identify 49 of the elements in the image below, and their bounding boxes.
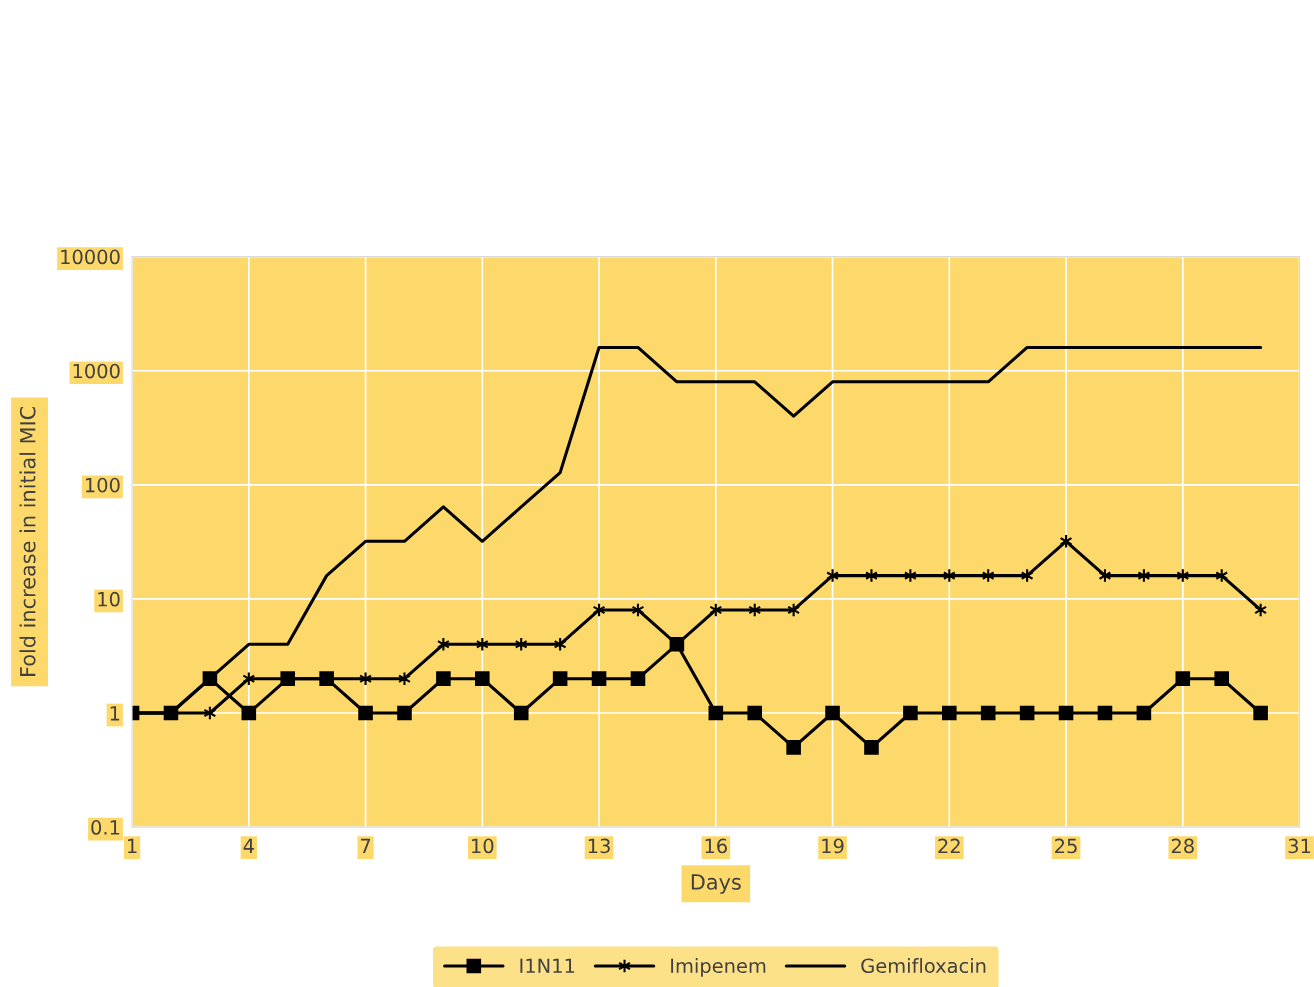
- legend-label: Gemifloxacin: [861, 958, 986, 974]
- x-tick-label: 22: [938, 838, 960, 853]
- point: [397, 705, 412, 721]
- point: [980, 705, 996, 721]
- x-tick-label: 19: [822, 838, 844, 854]
- y-axis-title: Fold increase in initial MIC: [19, 406, 36, 676]
- y-tick-label: 100: [85, 477, 120, 493]
- x-tick-label: 10: [472, 838, 494, 854]
- y-tick-label: 1: [110, 706, 120, 721]
- point: [358, 705, 373, 721]
- point: [708, 705, 724, 721]
- point: [1175, 671, 1191, 686]
- point: [475, 671, 490, 686]
- x-tick-label: 16: [705, 838, 727, 854]
- x-tick-label: 4: [243, 838, 254, 853]
- legend-label: Imipenem: [671, 958, 766, 977]
- y-tick-label: 1000: [73, 363, 120, 379]
- x-tick-label: 31: [1288, 838, 1311, 854]
- point: [436, 637, 450, 652]
- point: [864, 740, 879, 755]
- x-tick-label: 13: [588, 838, 610, 854]
- point: [1214, 671, 1229, 686]
- x-axis-title: Days: [691, 874, 741, 894]
- point: [1058, 705, 1074, 721]
- point: [398, 671, 411, 686]
- y-tick-label: 10000: [61, 249, 120, 265]
- legend-label: I1N11: [520, 958, 575, 973]
- x-tick-label: 1: [128, 838, 137, 853]
- point: [591, 671, 607, 686]
- x-tick-label: 25: [1055, 838, 1077, 854]
- y-tick-label: 0.1: [91, 820, 120, 835]
- x-tick-label: 28: [1171, 838, 1194, 854]
- point: [241, 705, 257, 721]
- point: [903, 705, 918, 721]
- y-tick-label: 10: [98, 591, 120, 607]
- point: [1136, 705, 1152, 721]
- x-tick-label: 7: [360, 838, 371, 853]
- point: [865, 568, 878, 583]
- point: [942, 705, 957, 721]
- point: [436, 671, 451, 686]
- point: [552, 671, 568, 686]
- point: [1253, 705, 1268, 721]
- point: [513, 705, 529, 721]
- point: [630, 671, 646, 686]
- point: [825, 705, 840, 721]
- point: [1097, 705, 1113, 721]
- point: [747, 705, 763, 721]
- point: [1019, 705, 1035, 721]
- point: [786, 740, 801, 755]
